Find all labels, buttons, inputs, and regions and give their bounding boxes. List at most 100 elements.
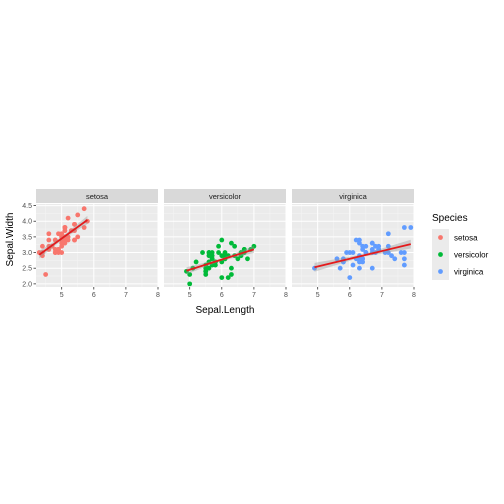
x-tick-label: 6	[348, 292, 352, 299]
legend-label: versicolor	[454, 251, 489, 260]
data-point	[65, 215, 71, 221]
legend-title: Species	[432, 213, 468, 224]
data-point	[56, 231, 61, 237]
data-point	[360, 247, 366, 252]
data-point	[408, 225, 414, 230]
panel-virginica: virginica 5 6 7 8	[292, 189, 416, 299]
data-point	[59, 240, 65, 246]
panel-setosa: setosa 5 6 7 8	[36, 189, 160, 299]
data-point	[337, 265, 343, 271]
regression-line	[186, 248, 255, 272]
legend-swatch	[438, 252, 443, 257]
strip-label: virginica	[339, 192, 367, 201]
data-point	[46, 231, 52, 237]
data-point	[245, 256, 250, 262]
data-point	[401, 225, 407, 230]
legend-item-setosa: setosa	[432, 229, 478, 246]
data-point	[241, 247, 247, 252]
y-axis: 2.0 2.5 3.0 3.5 4.0 4.5	[22, 203, 36, 288]
data-point	[350, 262, 356, 268]
x-tick-label: 7	[124, 292, 128, 299]
data-point	[235, 256, 241, 262]
data-point	[373, 243, 378, 249]
regression-line	[314, 243, 412, 269]
y-tick-label: 4.5	[22, 203, 32, 210]
data-point	[229, 265, 234, 271]
plot-background	[164, 204, 286, 287]
data-point	[219, 237, 225, 243]
data-point	[344, 250, 349, 255]
data-point	[56, 247, 61, 252]
data-point	[251, 243, 257, 249]
data-point	[222, 250, 228, 255]
legend-swatch	[438, 269, 443, 274]
strip-background	[36, 189, 158, 203]
data-point	[216, 243, 221, 249]
y-tick-label: 3.5	[22, 234, 32, 241]
data-point	[347, 275, 353, 281]
data-point	[357, 265, 362, 271]
data-point	[369, 265, 375, 271]
strip-label: setosa	[86, 192, 109, 201]
data-point	[219, 253, 225, 259]
data-point	[219, 275, 225, 281]
plot-background	[292, 204, 414, 287]
legend-item-virginica: virginica	[432, 263, 484, 280]
plot-background	[36, 204, 158, 287]
data-point	[193, 259, 199, 265]
data-point	[216, 250, 221, 255]
legend: Species setosa versicolor virginica	[432, 213, 489, 280]
data-point	[334, 256, 340, 262]
y-tick-label: 2.5	[22, 266, 32, 273]
data-point	[200, 250, 205, 255]
data-point	[43, 272, 49, 277]
x-tick-label: 8	[284, 292, 288, 299]
regression-line	[38, 219, 88, 256]
data-point	[392, 256, 398, 262]
strip-background	[292, 189, 414, 203]
data-point	[401, 262, 407, 268]
x-tick-label: 7	[252, 292, 256, 299]
x-tick-label: 5	[316, 292, 320, 299]
data-point	[81, 225, 87, 230]
data-point	[40, 243, 45, 249]
strip-label: versicolor	[209, 192, 242, 201]
data-point	[52, 250, 58, 255]
data-point	[389, 253, 394, 259]
data-point	[187, 272, 193, 277]
data-point	[75, 234, 81, 240]
x-tick-label: 5	[188, 292, 192, 299]
y-tick-label: 4.0	[22, 219, 32, 226]
data-point	[385, 231, 391, 237]
data-point	[225, 275, 231, 281]
data-point	[353, 237, 359, 243]
data-point	[369, 240, 375, 246]
data-point	[72, 237, 77, 243]
data-point	[229, 240, 234, 246]
x-tick-label: 7	[380, 292, 384, 299]
data-point	[232, 243, 238, 249]
x-tick-label: 6	[92, 292, 96, 299]
data-point	[62, 237, 68, 243]
y-axis-title: Sepal.Width	[5, 213, 16, 267]
x-tick-label: 8	[156, 292, 160, 299]
data-point	[72, 221, 77, 227]
legend-item-versicolor: versicolor	[432, 246, 489, 263]
data-point	[46, 237, 52, 243]
data-point	[187, 281, 193, 287]
data-point	[401, 256, 407, 262]
data-point	[209, 256, 215, 262]
y-tick-label: 3.0	[22, 250, 32, 257]
data-point	[212, 262, 218, 268]
data-point	[229, 272, 234, 277]
data-point	[62, 225, 68, 230]
y-tick-label: 2.0	[22, 281, 32, 288]
data-point	[81, 206, 87, 212]
legend-label: setosa	[454, 234, 478, 243]
panels: setosa 5 6 7 8 versicolor 5 6 7 8 virginica 5 6 7 8	[36, 189, 416, 299]
data-point	[75, 212, 81, 218]
x-tick-label: 6	[220, 292, 224, 299]
legend-swatch	[438, 235, 443, 240]
data-point	[385, 243, 391, 249]
